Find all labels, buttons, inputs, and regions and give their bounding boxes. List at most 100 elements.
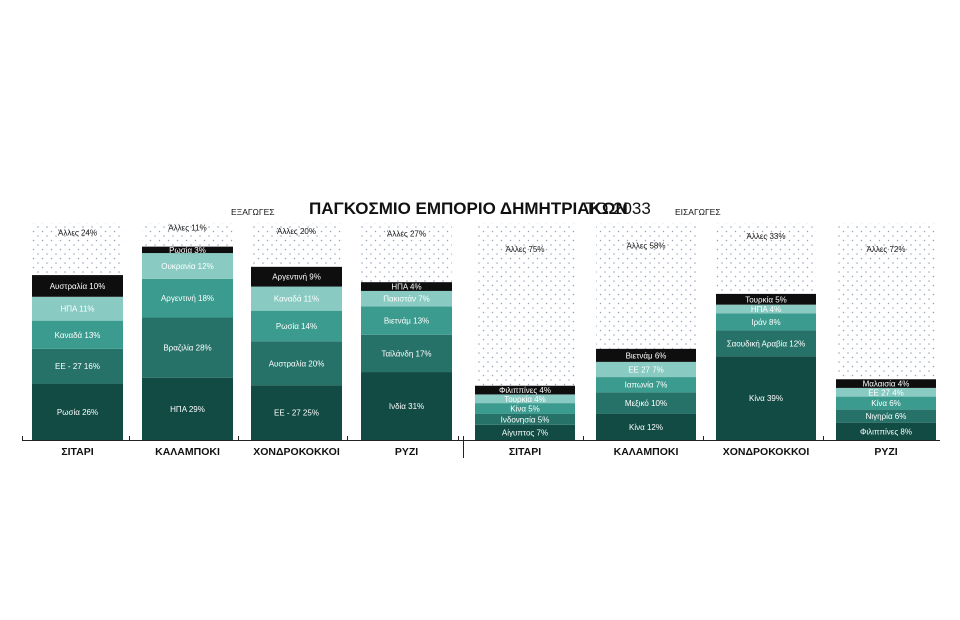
segment-label-imports-4-1: Φιλιππίνες 8% bbox=[860, 427, 912, 436]
bar-segment-exports-1-4 bbox=[32, 296, 123, 321]
segment-label-exports-1-2: ΕΕ - 27 16% bbox=[55, 362, 100, 371]
bar-segment-exports-3-4 bbox=[251, 286, 342, 311]
bar-segment-exports-4-4 bbox=[361, 290, 452, 307]
segment-label-imports-1-3: Κίνα 5% bbox=[510, 405, 540, 414]
bar-segment-exports-3-3 bbox=[251, 310, 342, 342]
bar-segment-imports-4-3 bbox=[836, 396, 936, 410]
bar-segment-exports-2-2 bbox=[142, 317, 233, 378]
bar-segment-exports-3-1 bbox=[251, 385, 342, 440]
bar-segment-exports-2-3 bbox=[142, 278, 233, 318]
bar-segment-exports-1-1 bbox=[32, 383, 123, 440]
bar-segment-imports-1-2 bbox=[475, 413, 575, 425]
segment-label-exports-3-6: Άλλες 20% bbox=[277, 227, 316, 236]
axis-ticks bbox=[22, 436, 824, 441]
chart-title: ΠΑΓΚΟΣΜΙΟ ΕΜΠΟΡΙΟ ΔΗΜΗΤΡΙΑΚΩΝ bbox=[309, 199, 628, 218]
bar-segment-exports-1-5 bbox=[32, 275, 123, 297]
segment-label-imports-3-5: Τουρκία 5% bbox=[745, 295, 787, 304]
chart-panels: Ρωσία 26% ΕΕ - 27 16% Καναδά 13% ΗΠΑ 11% Αυσ… bbox=[32, 223, 936, 458]
bar-segment-imports-4-1 bbox=[836, 422, 936, 440]
category-label-imports-3: ΧΟΝΔΡΟΚΟΚΚΟΙ bbox=[723, 446, 810, 458]
segment-label-exports-4-5: ΗΠΑ 4% bbox=[391, 283, 421, 292]
category-label-imports-4: ΡΥΖΙ bbox=[874, 446, 897, 458]
segment-label-imports-2-4: ΕΕ 27 7% bbox=[628, 365, 664, 374]
bar-segment-exports-2-4 bbox=[142, 253, 233, 279]
bar-segment-imports-2-6 bbox=[596, 223, 696, 349]
category-label-exports-1: ΣΙΤΑΡΙ bbox=[61, 446, 93, 458]
segment-label-imports-3-1: Κίνα 39% bbox=[749, 394, 783, 403]
segment-label-imports-2-6: Άλλες 58% bbox=[627, 242, 666, 251]
segment-label-imports-1-4: Τουρκία 4% bbox=[504, 395, 546, 404]
bar-segment-exports-4-6 bbox=[361, 223, 452, 283]
bar-segment-imports-3-6 bbox=[716, 223, 816, 294]
bar-segment-exports-2-6 bbox=[142, 223, 233, 247]
segment-label-imports-1-5: Φιλιππίνες 4% bbox=[499, 386, 551, 395]
segment-label-imports-3-4: ΗΠΑ 4% bbox=[751, 305, 781, 314]
segment-label-imports-1-6: Άλλες 75% bbox=[506, 245, 545, 254]
segment-label-exports-3-2: Αυστραλία 20% bbox=[269, 359, 325, 368]
category-label-imports-2: ΚΑΛΑΜΠΟΚΙ bbox=[614, 446, 679, 458]
segment-label-imports-4-4: ΕΕ 27 4% bbox=[868, 388, 904, 397]
bar-segment-exports-4-2 bbox=[361, 334, 452, 373]
segment-label-exports-2-6: Άλλες 11% bbox=[168, 223, 206, 232]
bar-segment-imports-3-4 bbox=[716, 304, 816, 314]
bar-segment-imports-3-3 bbox=[716, 313, 816, 331]
segment-label-imports-3-2: Σαουδική Αραβία 12% bbox=[727, 339, 806, 348]
bar-segment-exports-1-3 bbox=[32, 320, 123, 349]
bar-segment-exports-4-3 bbox=[361, 306, 452, 335]
segment-label-imports-1-2: Ινδονησία 5% bbox=[501, 415, 550, 424]
bar-segment-imports-1-5 bbox=[475, 385, 575, 395]
bar-segment-imports-2-5 bbox=[596, 348, 696, 362]
imports-panel-label: ΕΙΣΑΓΩΓΕΣ bbox=[675, 207, 721, 217]
bar-segment-imports-3-1 bbox=[716, 356, 816, 440]
segment-label-imports-4-3: Κίνα 6% bbox=[871, 399, 901, 408]
category-label-imports-1: ΣΙΤΑΡΙ bbox=[509, 446, 541, 458]
bar-segment-imports-2-4 bbox=[596, 361, 696, 378]
segment-label-exports-2-4: Ουκρανία 12% bbox=[161, 262, 213, 271]
segment-label-exports-3-3: Ρωσία 14% bbox=[276, 322, 317, 331]
segment-label-imports-3-3: Ιράν 8% bbox=[751, 318, 780, 327]
segment-label-imports-4-5: Μαλαισία 4% bbox=[863, 380, 910, 389]
segment-label-imports-1-1: Αίγυπτος 7% bbox=[502, 428, 548, 437]
segment-label-imports-2-3: Ιαπωνία 7% bbox=[625, 381, 668, 390]
bar-segment-imports-1-1 bbox=[475, 424, 575, 440]
segment-label-exports-1-5: Αυστραλία 10% bbox=[50, 282, 106, 291]
segment-label-exports-2-3: Αργεντινή 18% bbox=[161, 294, 214, 303]
segment-label-imports-3-6: Άλλες 33% bbox=[747, 232, 786, 241]
bar-segment-imports-2-3 bbox=[596, 377, 696, 393]
bar-segment-exports-1-6 bbox=[32, 223, 123, 276]
segment-label-imports-2-5: Βιετνάμ 6% bbox=[626, 351, 667, 360]
bar-segment-imports-3-2 bbox=[716, 330, 816, 357]
bar-segment-imports-4-4 bbox=[836, 387, 936, 397]
category-label-exports-2: ΚΑΛΑΜΠΟΚΙ bbox=[155, 446, 220, 458]
segment-label-exports-3-4: Καναδά 11% bbox=[274, 295, 319, 304]
segment-label-exports-3-1: ΕΕ - 27 25% bbox=[274, 409, 319, 418]
segment-label-exports-1-3: Καναδά 13% bbox=[55, 331, 101, 340]
segment-label-exports-2-1: ΗΠΑ 29% bbox=[170, 405, 205, 414]
bar-segment-exports-4-5 bbox=[361, 282, 452, 291]
bar-segment-imports-4-2 bbox=[836, 409, 936, 423]
bar-segment-exports-3-6 bbox=[251, 223, 342, 267]
segment-label-exports-2-5: Ρωσία 3% bbox=[169, 246, 206, 255]
segment-label-exports-4-3: Βιετνάμ 13% bbox=[384, 317, 429, 326]
segment-label-imports-4-6: Άλλες 72% bbox=[867, 245, 906, 254]
segment-label-exports-1-4: ΗΠΑ 11% bbox=[60, 305, 94, 314]
segment-label-exports-4-2: Ταϊλάνδη 17% bbox=[381, 349, 431, 358]
segment-label-imports-4-2: Νιγηρία 6% bbox=[866, 412, 907, 421]
category-label-exports-3: ΧΟΝΔΡΟΚΟΚΚΟΙ bbox=[253, 446, 340, 458]
segment-label-exports-1-1: Ρωσία 26% bbox=[57, 408, 98, 417]
chart-title-year: ΤΟ 2033 bbox=[585, 199, 651, 218]
bar-segment-imports-2-2 bbox=[596, 392, 696, 414]
bar-segment-exports-3-5 bbox=[251, 266, 342, 287]
bar-segment-imports-1-4 bbox=[475, 394, 575, 404]
segment-label-imports-2-2: Μεξικό 10% bbox=[625, 399, 667, 408]
segment-label-imports-2-1: Κίνα 12% bbox=[629, 423, 663, 432]
segment-label-exports-1-6: Άλλες 24% bbox=[58, 228, 97, 237]
segment-label-exports-4-6: Άλλες 27% bbox=[387, 230, 426, 239]
bar-segment-exports-2-1 bbox=[142, 377, 233, 440]
bar-segment-imports-2-1 bbox=[596, 413, 696, 440]
bar-segment-exports-4-1 bbox=[361, 372, 452, 440]
exports-panel-label: ΕΞΑΓΩΓΕΣ bbox=[231, 207, 275, 217]
segment-label-exports-2-2: Βραζιλία 28% bbox=[163, 344, 211, 353]
bar-segment-imports-1-6 bbox=[475, 223, 575, 386]
